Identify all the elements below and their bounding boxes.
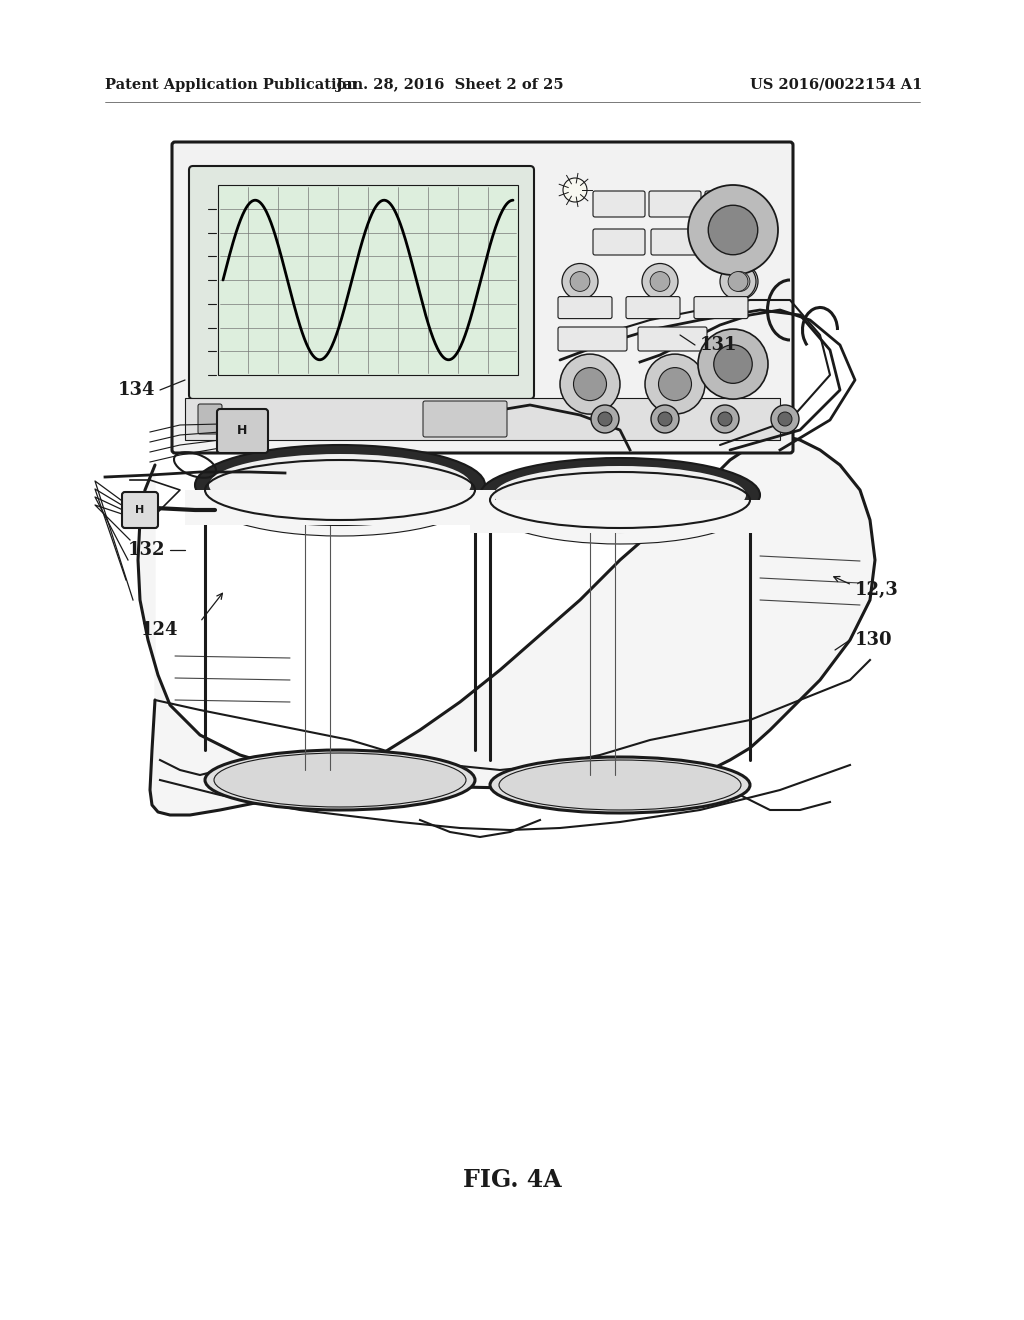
Ellipse shape xyxy=(490,473,750,536)
Circle shape xyxy=(573,367,606,400)
Circle shape xyxy=(591,405,618,433)
Text: 12,3: 12,3 xyxy=(855,581,899,599)
Circle shape xyxy=(709,205,758,255)
Ellipse shape xyxy=(490,473,750,528)
FancyBboxPatch shape xyxy=(198,404,222,434)
Circle shape xyxy=(570,272,590,292)
Ellipse shape xyxy=(205,459,475,520)
Bar xyxy=(185,490,495,525)
Circle shape xyxy=(645,354,705,414)
Ellipse shape xyxy=(494,466,746,524)
Circle shape xyxy=(658,367,691,400)
Ellipse shape xyxy=(209,454,471,516)
FancyBboxPatch shape xyxy=(122,492,158,528)
Ellipse shape xyxy=(205,459,475,528)
Text: Jan. 28, 2016  Sheet 2 of 25: Jan. 28, 2016 Sheet 2 of 25 xyxy=(336,78,564,92)
Text: FIG. 4A: FIG. 4A xyxy=(463,1168,561,1192)
Circle shape xyxy=(560,354,620,414)
FancyBboxPatch shape xyxy=(705,191,757,216)
FancyBboxPatch shape xyxy=(638,327,707,351)
Text: 134: 134 xyxy=(118,381,155,399)
Circle shape xyxy=(711,405,739,433)
Circle shape xyxy=(642,264,678,300)
FancyBboxPatch shape xyxy=(423,401,507,437)
Circle shape xyxy=(718,412,732,426)
Circle shape xyxy=(730,272,750,292)
Text: H: H xyxy=(237,425,247,437)
Ellipse shape xyxy=(205,459,475,536)
FancyBboxPatch shape xyxy=(694,297,748,318)
Circle shape xyxy=(778,412,792,426)
Circle shape xyxy=(650,272,670,292)
Ellipse shape xyxy=(480,458,760,532)
FancyBboxPatch shape xyxy=(593,191,645,216)
Text: Patent Application Publication: Patent Application Publication xyxy=(105,78,357,92)
FancyBboxPatch shape xyxy=(558,297,612,318)
Circle shape xyxy=(651,405,679,433)
Circle shape xyxy=(720,264,756,300)
Circle shape xyxy=(658,412,672,426)
Bar xyxy=(185,399,780,440)
Bar xyxy=(470,500,770,533)
Circle shape xyxy=(563,178,587,202)
FancyBboxPatch shape xyxy=(217,409,268,453)
Text: 124: 124 xyxy=(140,620,178,639)
Circle shape xyxy=(728,272,748,292)
Circle shape xyxy=(698,329,768,399)
Circle shape xyxy=(714,345,753,383)
FancyBboxPatch shape xyxy=(593,228,645,255)
FancyBboxPatch shape xyxy=(651,228,703,255)
Ellipse shape xyxy=(490,756,750,813)
FancyBboxPatch shape xyxy=(626,297,680,318)
Circle shape xyxy=(722,264,758,300)
Ellipse shape xyxy=(490,473,750,544)
FancyBboxPatch shape xyxy=(649,191,701,216)
Ellipse shape xyxy=(205,750,475,810)
Ellipse shape xyxy=(195,445,485,525)
Circle shape xyxy=(598,412,612,426)
Circle shape xyxy=(562,264,598,300)
Ellipse shape xyxy=(499,760,741,810)
FancyBboxPatch shape xyxy=(172,143,793,453)
Text: US 2016/0022154 A1: US 2016/0022154 A1 xyxy=(750,78,923,92)
Ellipse shape xyxy=(214,752,466,807)
Text: H: H xyxy=(135,506,144,515)
FancyBboxPatch shape xyxy=(709,228,761,255)
Text: 131: 131 xyxy=(700,337,737,354)
FancyBboxPatch shape xyxy=(189,166,534,399)
Bar xyxy=(218,185,518,375)
FancyBboxPatch shape xyxy=(558,327,627,351)
Circle shape xyxy=(771,405,799,433)
Text: 130: 130 xyxy=(855,631,893,649)
Text: 132: 132 xyxy=(128,541,165,558)
Circle shape xyxy=(688,185,778,275)
Polygon shape xyxy=(138,436,874,814)
